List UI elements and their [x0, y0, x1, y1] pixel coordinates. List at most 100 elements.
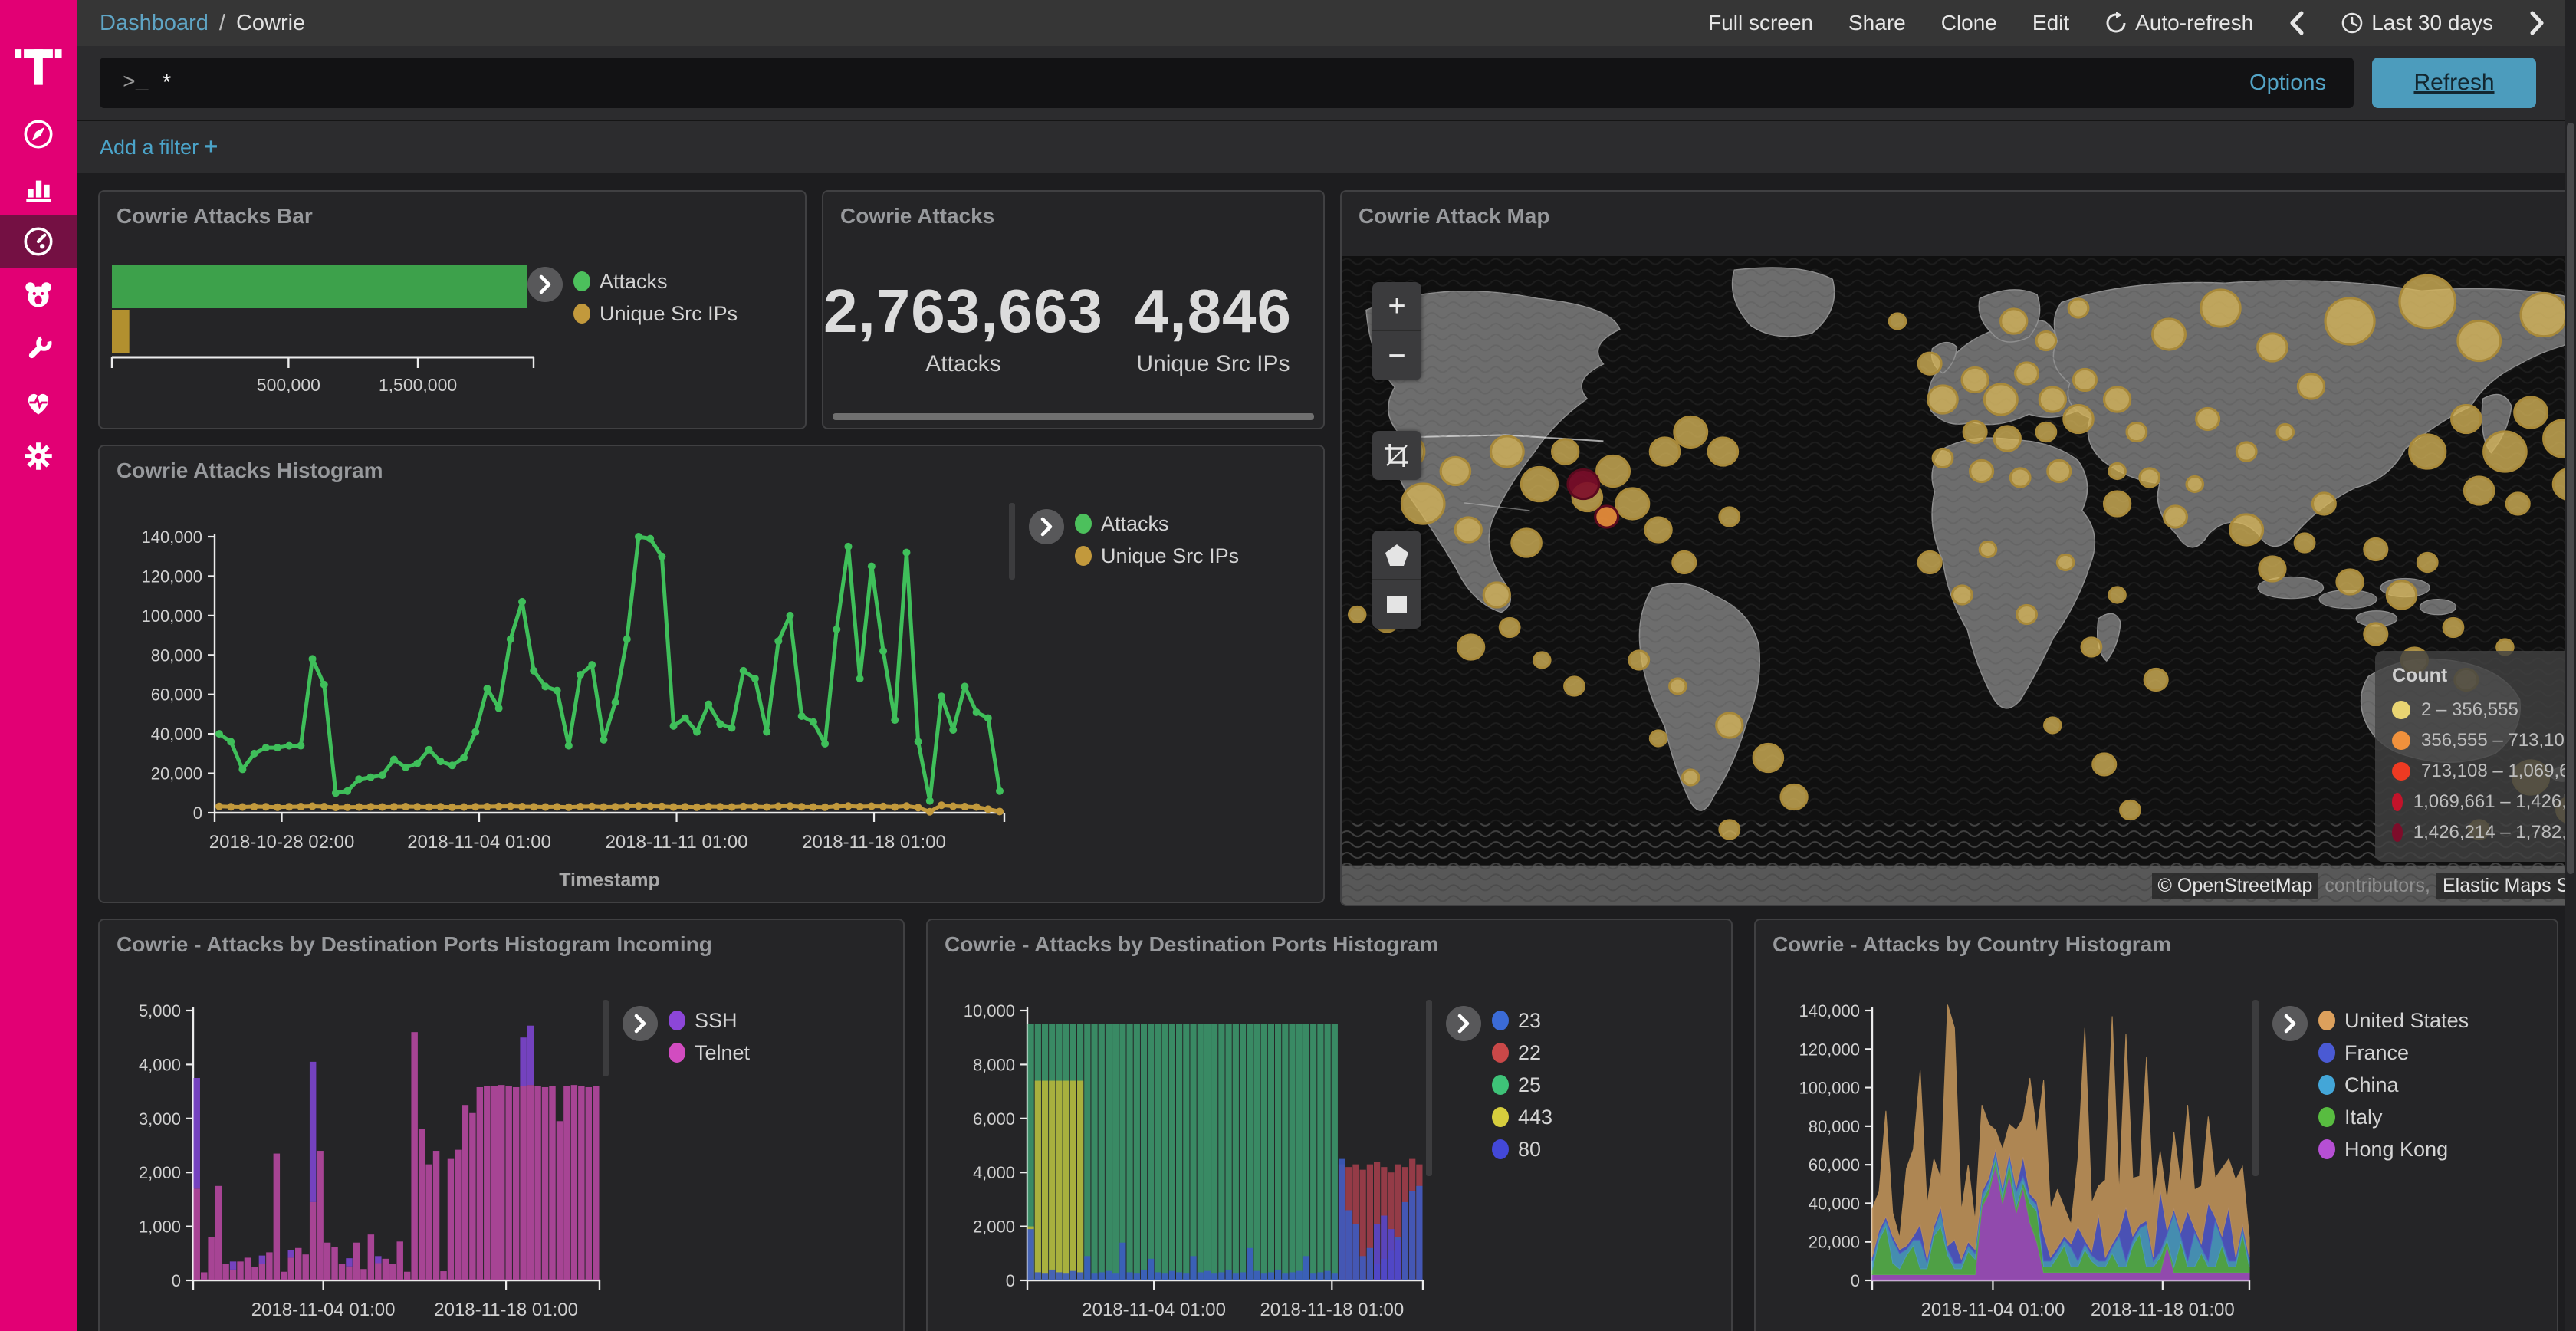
time-range-picker[interactable]: Last 30 days: [2341, 11, 2493, 35]
legend-item[interactable]: SSH: [669, 1004, 750, 1037]
svg-text:2018-11-18 01:00: 2018-11-18 01:00: [2091, 1300, 2235, 1320]
legend-item-label: Unique Src IPs: [1101, 544, 1240, 567]
add-filter-link[interactable]: Add a filter +: [100, 134, 219, 159]
legend-item[interactable]: Unique Src IPs: [1075, 540, 1239, 572]
svg-text:20,000: 20,000: [1809, 1233, 1860, 1252]
panel-title: Cowrie Attacks Bar: [117, 204, 313, 228]
elastic-maps-attribution-link[interactable]: Elastic Maps Service: [2436, 873, 2576, 899]
legend-item-label: Attacks: [600, 269, 668, 293]
svg-text:140,000: 140,000: [141, 527, 202, 547]
legend-item[interactable]: Attacks: [573, 265, 738, 297]
sidebar-item-visualize[interactable]: [0, 161, 77, 215]
legend-collapse-button[interactable]: [1029, 509, 1064, 544]
svg-text:6,000: 6,000: [973, 1109, 1015, 1129]
legend-item[interactable]: 25: [1492, 1069, 1552, 1101]
t-mobile-logo[interactable]: [0, 21, 77, 106]
sidebar-item-dashboard[interactable]: [0, 215, 77, 268]
legend-item[interactable]: China: [2318, 1069, 2469, 1101]
time-forward-button[interactable]: [2528, 10, 2545, 36]
panel-cowrie-attacks-metric: Cowrie Attacks 2,763,663 Attacks 4,846 U…: [822, 190, 1325, 429]
dashboard-grid: Cowrie Attacks Bar 500,000 1,500,000 Atta…: [77, 173, 2576, 1331]
legend-color-dot: [1492, 1139, 1509, 1159]
share-button[interactable]: Share: [1848, 11, 1906, 35]
panel-cowrie-attacks-bar: Cowrie Attacks Bar 500,000 1,500,000 Atta…: [98, 190, 807, 429]
legend-item[interactable]: France: [2318, 1037, 2469, 1069]
topbar-actions: Full screen Share Clone Edit Auto-refres…: [1708, 10, 2545, 36]
svg-text:140,000: 140,000: [1799, 1001, 1860, 1020]
legend-item[interactable]: Italy: [2318, 1101, 2469, 1133]
attribution-text: contributors,: [2325, 875, 2430, 896]
legend-color-dot: [573, 304, 590, 324]
sidebar-item-honeypot[interactable]: [0, 268, 77, 322]
sidebar-item-discover[interactable]: [0, 107, 77, 161]
attacks-bar-chart[interactable]: 500,000 1,500,000: [100, 192, 805, 428]
legend-item[interactable]: Attacks: [1075, 508, 1239, 540]
legend-collapse-button[interactable]: [2272, 1006, 2308, 1041]
country-chart[interactable]: 140,000 120,000 100,000 80,000 60,000 40,000 2…: [1756, 920, 2557, 1331]
chevron-right-icon: [1457, 1014, 1470, 1034]
legend-item[interactable]: United States: [2318, 1004, 2469, 1037]
map-draw-polygon-button[interactable]: [1372, 531, 1421, 580]
svg-text:2018-11-18 01:00: 2018-11-18 01:00: [1260, 1300, 1404, 1320]
legend-collapse-button[interactable]: [623, 1006, 658, 1041]
map-draw-rectangle-button[interactable]: [1372, 580, 1421, 629]
ports-incoming-chart[interactable]: 5,000 4,000 3,000 2,000 1,000 0 2018-11-04 01:…: [100, 920, 903, 1331]
ports-chart[interactable]: 10,000 8,000 6,000 4,000 2,000 0 2018-11-04 01…: [928, 920, 1731, 1331]
legend-item-label: China: [2344, 1073, 2399, 1096]
legend-item[interactable]: 22: [1492, 1037, 1552, 1069]
osm-attribution-link[interactable]: © OpenStreetMap: [2151, 873, 2319, 899]
time-back-button[interactable]: [2288, 10, 2305, 36]
legend-scroll-handle[interactable]: [2252, 1000, 2259, 1176]
legend-collapse-button[interactable]: [1446, 1006, 1481, 1041]
map-zoom-out-button[interactable]: −: [1388, 338, 1406, 373]
attacks-histogram-chart[interactable]: 140,000 120,000 100,000 80,000 60,000 40,000 2…: [100, 446, 1323, 902]
sidebar-item-monitoring[interactable]: [0, 376, 77, 429]
query-input[interactable]: >_ * Options: [100, 58, 2354, 108]
panel-cowrie-attack-map: Cowrie Attack Map + −: [1340, 190, 2576, 906]
attack-map[interactable]: + −: [1342, 256, 2576, 905]
legend-color-dot: [669, 1011, 685, 1030]
query-prompt-icon: >_: [123, 71, 149, 95]
legend-color-dot: [2318, 1139, 2335, 1159]
query-value[interactable]: *: [162, 70, 172, 95]
legend-scroll-handle[interactable]: [603, 1000, 609, 1076]
panel-title: Cowrie Attack Map: [1359, 204, 1550, 228]
sidebar-item-dev-tools[interactable]: [0, 322, 77, 376]
legend-item[interactable]: Telnet: [669, 1037, 750, 1069]
breadcrumb-dashboard-link[interactable]: Dashboard: [100, 10, 209, 35]
polygon-icon: [1385, 544, 1408, 566]
full-screen-button[interactable]: Full screen: [1708, 11, 1813, 35]
svg-text:40,000: 40,000: [1809, 1194, 1860, 1213]
clone-button[interactable]: Clone: [1940, 11, 1997, 35]
legend-collapse-button[interactable]: [527, 267, 563, 302]
metric-panel-scrollbar[interactable]: [833, 413, 1314, 420]
chevron-right-icon: [2530, 11, 2544, 35]
crop-icon: [1385, 444, 1408, 467]
svg-text:2018-11-04 01:00: 2018-11-04 01:00: [407, 832, 551, 853]
legend-item[interactable]: 80: [1492, 1133, 1552, 1165]
map-legend-item: 356,555 – 713,108: [2392, 725, 2576, 756]
map-legend-title: Count: [2392, 665, 2448, 686]
window-scrollbar[interactable]: [2565, 0, 2576, 1331]
legend-item[interactable]: Unique Src IPs: [573, 297, 738, 330]
panel-title: Cowrie - Attacks by Destination Ports Hi…: [117, 932, 712, 956]
legend-scroll-handle[interactable]: [1009, 503, 1015, 580]
query-options-link[interactable]: Options: [2249, 70, 2326, 95]
query-bar-row: >_ * Options Refresh: [77, 46, 2576, 120]
breadcrumb: Dashboard / Cowrie: [100, 11, 305, 36]
refresh-button[interactable]: Refresh: [2372, 58, 2536, 108]
legend-item[interactable]: 23: [1492, 1004, 1552, 1037]
legend-item[interactable]: 443: [1492, 1101, 1552, 1133]
auto-refresh-button[interactable]: Auto-refresh: [2104, 11, 2253, 35]
map-fit-data-button[interactable]: [1372, 431, 1421, 480]
sidebar-item-management[interactable]: [0, 429, 77, 483]
legend-color-dot: [2318, 1075, 2335, 1095]
window-scrollbar-thumb[interactable]: [2567, 123, 2574, 874]
edit-button[interactable]: Edit: [2032, 11, 2070, 35]
map-zoom-in-button[interactable]: +: [1372, 282, 1421, 331]
legend-scroll-handle[interactable]: [1426, 1000, 1432, 1176]
map-legend: Count 2 – 356,555 356,555 – 713,108 713,10…: [2375, 651, 2576, 862]
svg-text:2018-11-18 01:00: 2018-11-18 01:00: [434, 1300, 578, 1320]
legend-item[interactable]: Hong Kong: [2318, 1133, 2469, 1165]
